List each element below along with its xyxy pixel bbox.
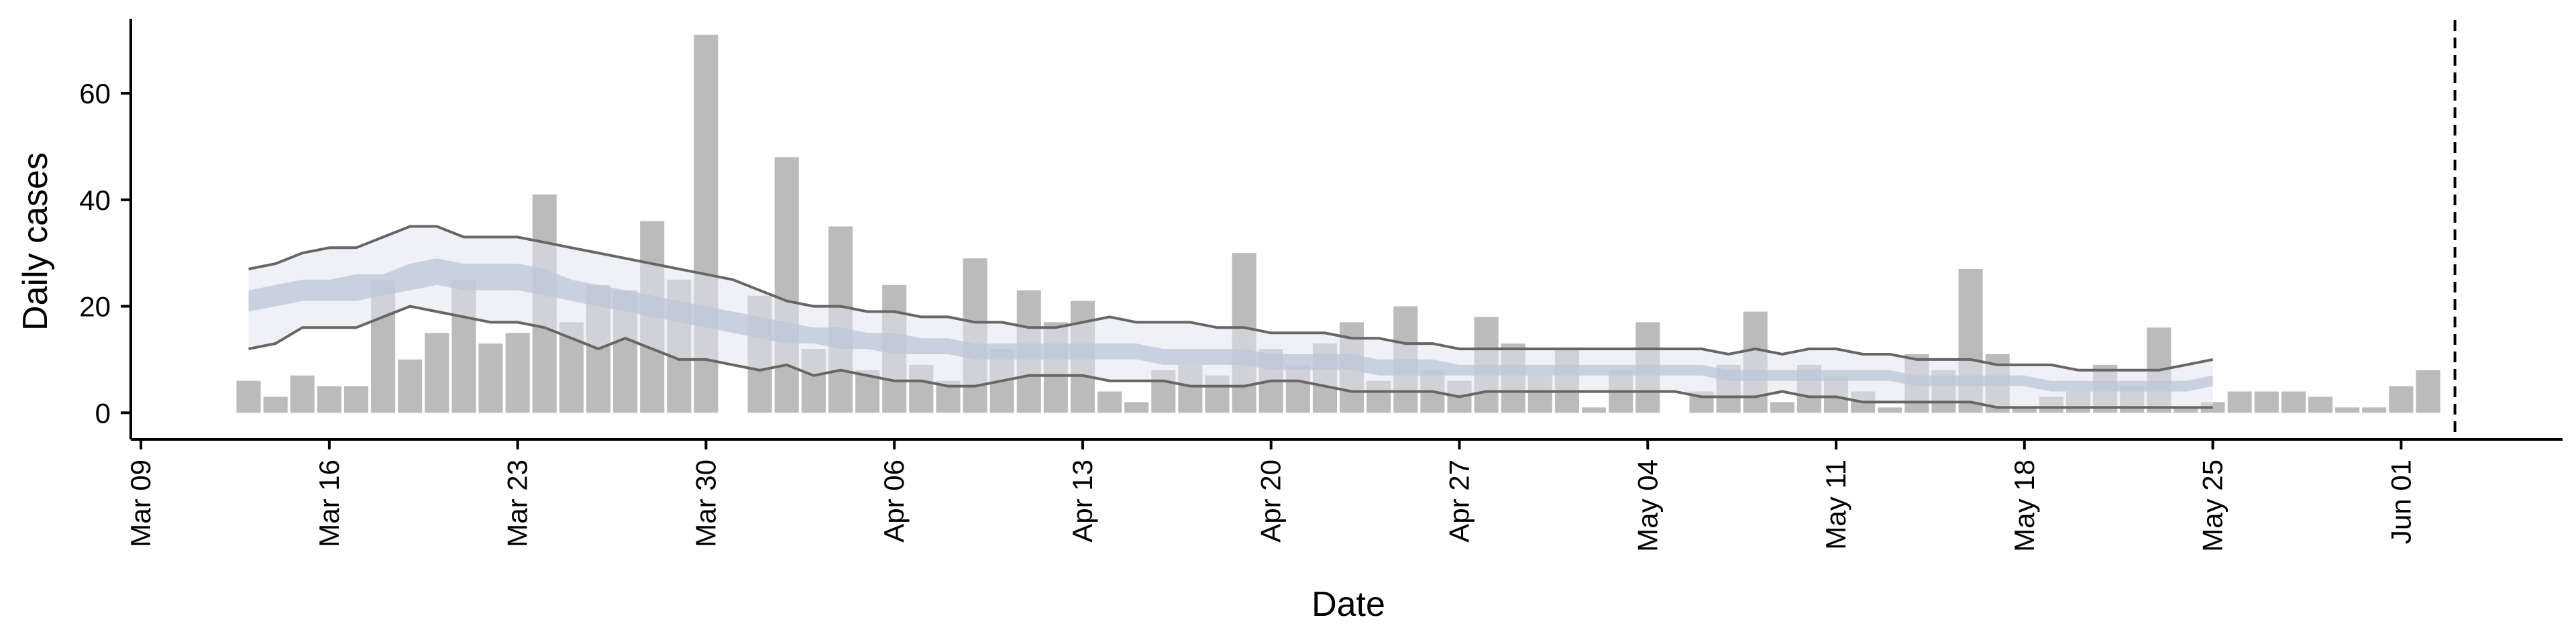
y-tick-label: 0 bbox=[95, 397, 111, 429]
bar bbox=[2362, 407, 2387, 413]
bar bbox=[398, 359, 423, 413]
bar bbox=[1770, 402, 1794, 413]
bar bbox=[425, 333, 449, 413]
y-tick-label: 60 bbox=[79, 78, 111, 109]
bar bbox=[2254, 391, 2279, 413]
y-tick-label: 20 bbox=[79, 291, 111, 323]
bar bbox=[236, 380, 261, 413]
bar bbox=[505, 333, 530, 413]
bar bbox=[1581, 407, 1607, 413]
bar bbox=[263, 396, 288, 413]
x-tick-label: Apr 27 bbox=[1444, 460, 1475, 543]
bar bbox=[2174, 407, 2198, 413]
x-tick-label: Apr 20 bbox=[1255, 460, 1287, 543]
outer-band bbox=[248, 226, 2213, 408]
y-tick-label: 40 bbox=[79, 184, 111, 216]
x-tick-label: May 25 bbox=[2197, 460, 2229, 552]
bar bbox=[1097, 391, 1122, 413]
bar bbox=[1124, 402, 1149, 413]
bar bbox=[317, 386, 341, 413]
bar bbox=[2308, 396, 2333, 413]
bar bbox=[478, 343, 503, 413]
bar bbox=[343, 386, 369, 413]
x-tick-label: Apr 06 bbox=[878, 460, 910, 543]
x-tick-label: Mar 23 bbox=[502, 460, 533, 547]
bar bbox=[2416, 370, 2440, 413]
x-tick-label: Mar 30 bbox=[690, 460, 721, 547]
x-tick-label: May 04 bbox=[1631, 460, 1663, 552]
upper-bound-line bbox=[248, 225, 2213, 372]
axes-layer: 0 20 40 60 Mar 09 Mar 16 Mar 23 Mar 30 Apr 06 Apr… bbox=[79, 19, 2563, 552]
bar bbox=[290, 375, 315, 413]
bar bbox=[2389, 386, 2414, 413]
bands-layer bbox=[248, 225, 2213, 409]
y-axis-title: Daily cases bbox=[16, 152, 55, 331]
bar bbox=[774, 157, 799, 413]
x-tick-label: Mar 09 bbox=[125, 460, 156, 547]
x-axis-title: Date bbox=[1311, 585, 1385, 624]
inner-band bbox=[248, 258, 2213, 392]
bar bbox=[2012, 407, 2037, 413]
x-tick-label: May 18 bbox=[2008, 460, 2040, 552]
bar bbox=[2281, 391, 2306, 413]
lower-bound-line bbox=[248, 305, 2213, 409]
bar bbox=[1878, 407, 1902, 413]
x-tick-label: Mar 16 bbox=[313, 460, 345, 547]
bar bbox=[2335, 407, 2360, 413]
bar bbox=[2227, 391, 2252, 413]
x-tick-label: Apr 13 bbox=[1067, 460, 1098, 543]
x-tick-label: Jun 01 bbox=[2385, 460, 2416, 544]
x-tick-label: May 11 bbox=[1820, 460, 1851, 550]
